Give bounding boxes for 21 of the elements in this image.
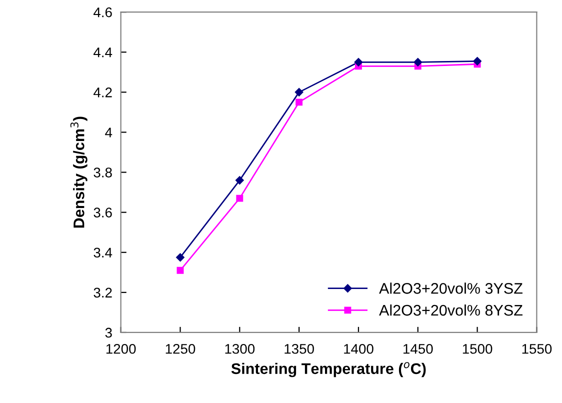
- y-tick-label: 4: [105, 128, 112, 138]
- y-tick-label: 3.4: [94, 248, 112, 258]
- y-tick-label: 3.6: [94, 208, 112, 218]
- x-tick-label: 1300: [225, 344, 255, 354]
- x-axis-title: Sintering Temperature ($^{o}$C): [231, 362, 426, 378]
- y-tick-label: 3: [105, 328, 112, 338]
- x-tick-label: 1250: [166, 344, 196, 354]
- x-tick-label: 1350: [284, 344, 314, 354]
- y-tick-label: 4.2: [94, 88, 112, 98]
- y-tick-label: 3.2: [94, 288, 112, 298]
- x-tick-label: 1200: [106, 344, 136, 354]
- x-tick-label: 1400: [344, 344, 374, 354]
- legend-label: Al2O3+20vol% 3YSZ: [379, 282, 522, 294]
- y-tick-label: 4.4: [94, 48, 112, 58]
- x-tick-label: 1450: [404, 344, 433, 354]
- legend-label: Al2O3+20vol% 8YSZ: [379, 304, 522, 316]
- y-tick-label: 3.8: [94, 168, 112, 178]
- y-axis-title: Density (g/cm$^{3}$): [70, 116, 88, 228]
- x-tick-label: 1500: [462, 344, 492, 354]
- y-tick-label: 4.6: [94, 7, 112, 18]
- x-tick-label: 1550: [522, 344, 552, 354]
